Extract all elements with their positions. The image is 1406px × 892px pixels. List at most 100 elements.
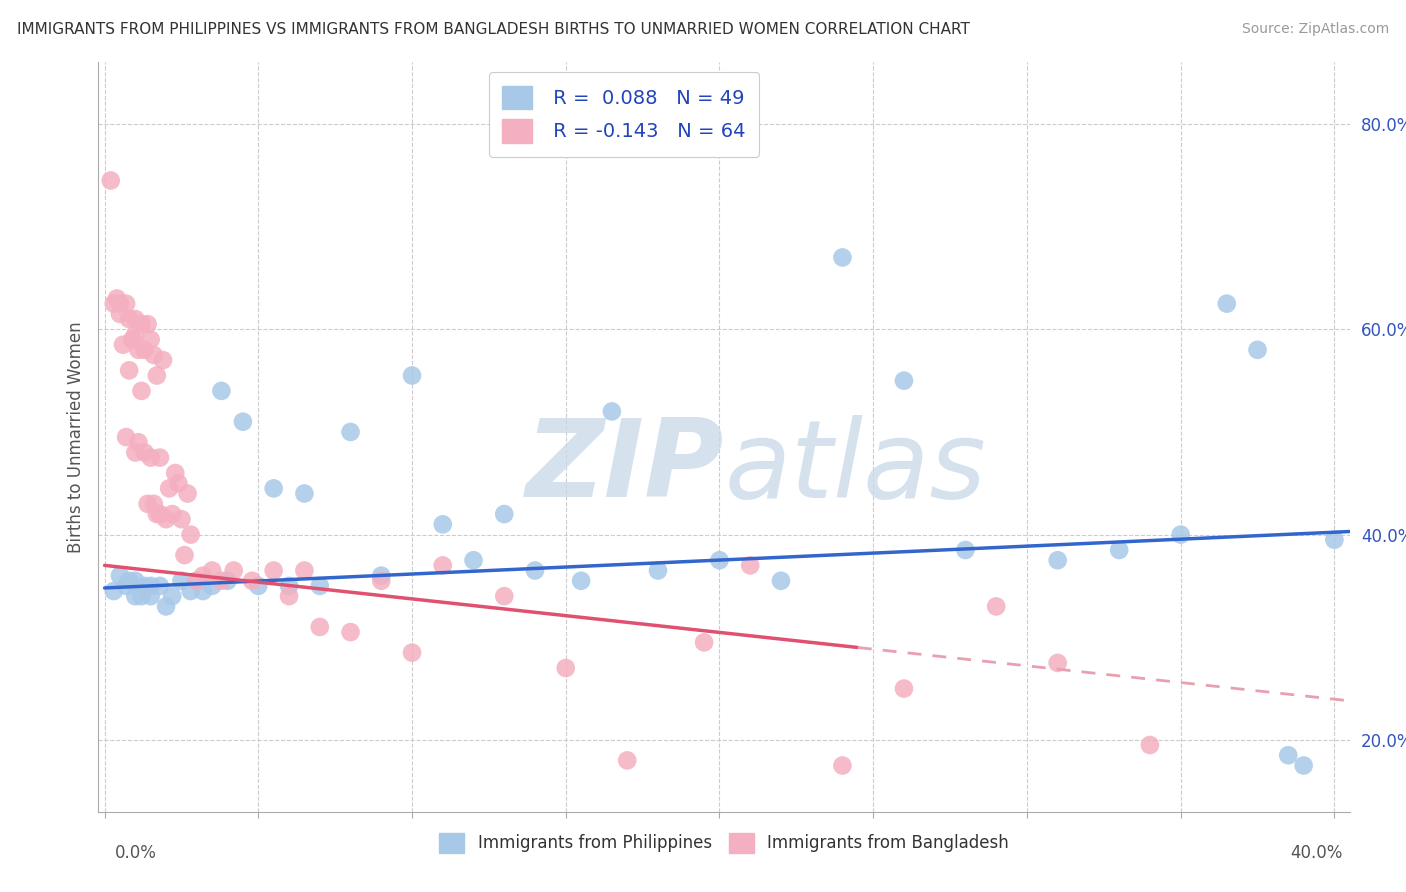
Point bbox=[173, 548, 195, 562]
Point bbox=[616, 753, 638, 767]
Point bbox=[769, 574, 792, 588]
Point bbox=[103, 584, 125, 599]
Point bbox=[554, 661, 576, 675]
Point bbox=[308, 579, 330, 593]
Point bbox=[146, 507, 169, 521]
Point bbox=[127, 435, 149, 450]
Point bbox=[263, 482, 285, 496]
Point bbox=[831, 758, 853, 772]
Point bbox=[167, 476, 190, 491]
Point bbox=[217, 574, 239, 588]
Point bbox=[709, 553, 731, 567]
Point bbox=[152, 353, 174, 368]
Point bbox=[186, 574, 208, 588]
Point bbox=[134, 343, 156, 357]
Point bbox=[155, 512, 177, 526]
Point bbox=[1170, 527, 1192, 541]
Point bbox=[693, 635, 716, 649]
Point bbox=[339, 625, 361, 640]
Point bbox=[600, 404, 623, 418]
Point bbox=[401, 368, 423, 383]
Point bbox=[831, 251, 853, 265]
Point bbox=[108, 296, 131, 310]
Point bbox=[494, 507, 516, 521]
Point bbox=[370, 574, 392, 588]
Point bbox=[139, 450, 162, 465]
Point bbox=[294, 564, 316, 578]
Point bbox=[1246, 343, 1268, 357]
Point bbox=[118, 574, 141, 588]
Point bbox=[191, 568, 214, 582]
Point bbox=[1277, 748, 1299, 763]
Text: ZIP: ZIP bbox=[526, 414, 724, 520]
Point bbox=[160, 507, 183, 521]
Point bbox=[308, 620, 330, 634]
Point bbox=[108, 568, 131, 582]
Text: 0.0%: 0.0% bbox=[115, 844, 157, 862]
Point bbox=[105, 292, 128, 306]
Point bbox=[134, 445, 156, 459]
Point bbox=[146, 368, 169, 383]
Point bbox=[160, 589, 183, 603]
Point bbox=[124, 327, 146, 342]
Point bbox=[115, 579, 138, 593]
Point bbox=[247, 579, 270, 593]
Point bbox=[893, 681, 915, 696]
Point bbox=[432, 517, 454, 532]
Point bbox=[1046, 553, 1069, 567]
Point bbox=[1046, 656, 1069, 670]
Point bbox=[201, 564, 224, 578]
Point bbox=[1108, 543, 1130, 558]
Point bbox=[108, 307, 131, 321]
Point bbox=[180, 584, 202, 599]
Point bbox=[134, 579, 156, 593]
Point bbox=[176, 486, 198, 500]
Text: 40.0%: 40.0% bbox=[1291, 844, 1343, 862]
Point bbox=[139, 579, 162, 593]
Point bbox=[1216, 296, 1239, 310]
Point bbox=[463, 553, 485, 567]
Point bbox=[103, 296, 125, 310]
Point bbox=[222, 564, 245, 578]
Point bbox=[111, 337, 134, 351]
Point bbox=[1323, 533, 1346, 547]
Point bbox=[647, 564, 669, 578]
Point bbox=[142, 497, 165, 511]
Point bbox=[524, 564, 547, 578]
Point bbox=[131, 317, 153, 331]
Point bbox=[115, 430, 138, 444]
Point bbox=[401, 646, 423, 660]
Point bbox=[186, 574, 208, 588]
Point bbox=[124, 312, 146, 326]
Point bbox=[136, 317, 159, 331]
Point bbox=[278, 589, 301, 603]
Point bbox=[201, 579, 224, 593]
Point bbox=[124, 445, 146, 459]
Point bbox=[139, 589, 162, 603]
Point bbox=[278, 579, 301, 593]
Y-axis label: Births to Unmarried Women: Births to Unmarried Women bbox=[66, 321, 84, 553]
Point bbox=[432, 558, 454, 573]
Legend: Immigrants from Philippines, Immigrants from Bangladesh: Immigrants from Philippines, Immigrants … bbox=[433, 826, 1015, 860]
Text: Source: ZipAtlas.com: Source: ZipAtlas.com bbox=[1241, 22, 1389, 37]
Point bbox=[124, 574, 146, 588]
Point bbox=[155, 599, 177, 614]
Point bbox=[370, 568, 392, 582]
Point bbox=[209, 574, 232, 588]
Text: atlas: atlas bbox=[724, 415, 986, 519]
Point bbox=[142, 348, 165, 362]
Point bbox=[339, 425, 361, 439]
Point bbox=[170, 512, 193, 526]
Point bbox=[191, 584, 214, 599]
Point bbox=[131, 384, 153, 398]
Point bbox=[157, 482, 180, 496]
Point bbox=[149, 579, 172, 593]
Point bbox=[165, 466, 187, 480]
Point bbox=[893, 374, 915, 388]
Point bbox=[180, 527, 202, 541]
Point bbox=[131, 589, 153, 603]
Point bbox=[124, 589, 146, 603]
Point bbox=[240, 574, 263, 588]
Point bbox=[121, 333, 143, 347]
Point bbox=[955, 543, 977, 558]
